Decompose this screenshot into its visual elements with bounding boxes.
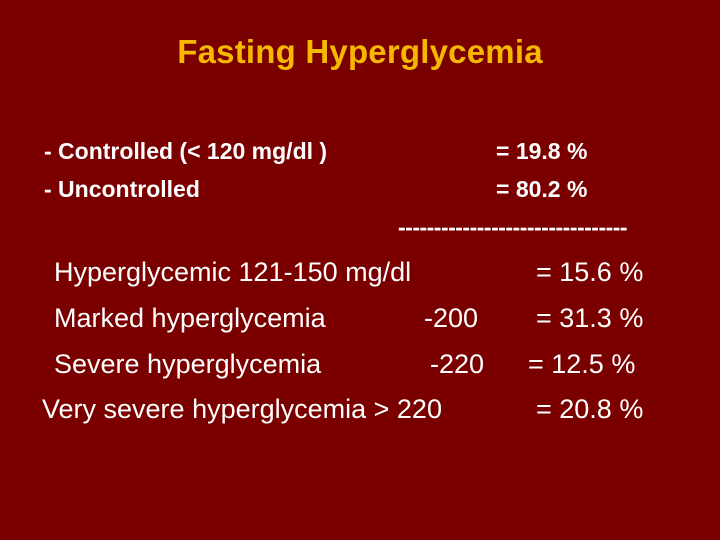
breakdown-label-hyperglycemic: Hyperglycemic 121-150 mg/dl [54, 257, 412, 287]
breakdown-label-marked: Marked hyperglycemia [54, 303, 326, 333]
breakdown-label-severe: Severe hyperglycemia [54, 349, 322, 379]
breakdown-value-hyperglycemic: = 15.6 % [536, 257, 644, 287]
breakdown-label-very-severe: Very severe hyperglycemia > 220 [42, 394, 442, 424]
summary-label-uncontrolled: - Uncontrolled [44, 176, 200, 202]
summary-value-uncontrolled: = 80.2 % [496, 176, 588, 202]
breakdown-range-marked: -200 [424, 303, 479, 333]
separator-line: -------------------------------- [398, 214, 628, 240]
slide-title: Fasting Hyperglycemia [177, 33, 543, 70]
breakdown-value-marked: = 31.3 % [536, 303, 644, 333]
breakdown-value-very-severe: = 20.8 % [536, 394, 644, 424]
summary-label-controlled: - Controlled (< 120 mg/dl ) [44, 138, 328, 164]
breakdown-value-severe: = 12.5 % [528, 349, 636, 379]
breakdown-range-severe: -220 [430, 349, 485, 379]
summary-value-controlled: = 19.8 % [496, 138, 588, 164]
